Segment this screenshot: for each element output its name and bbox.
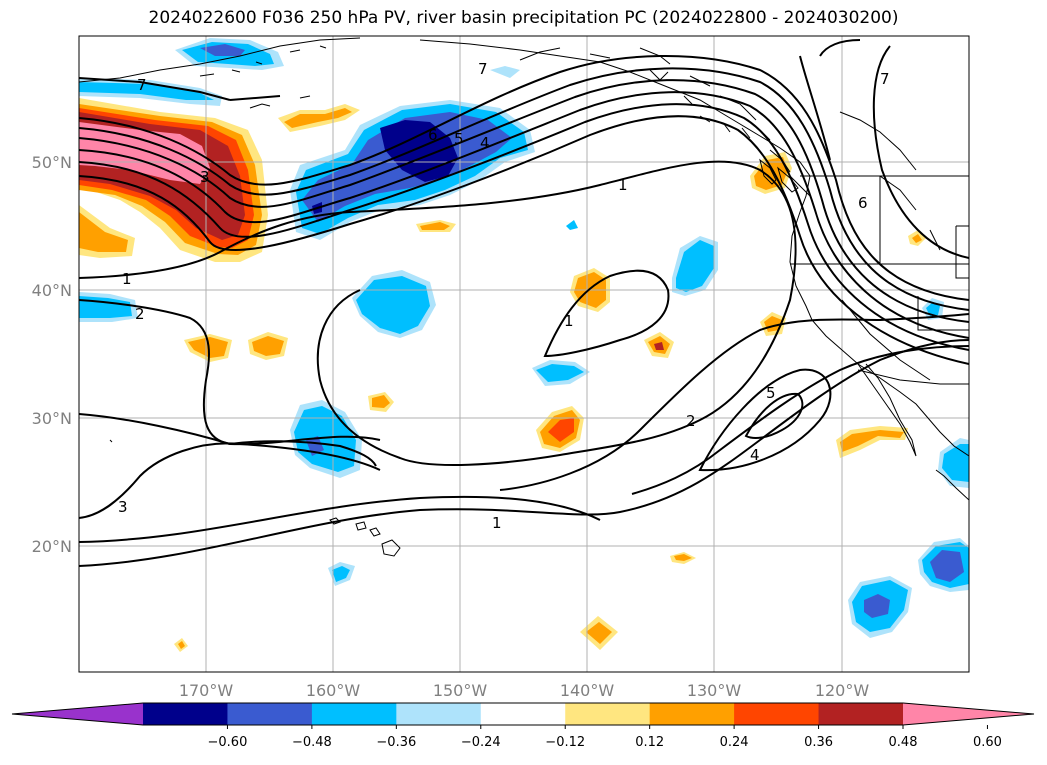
contour-label: 1 <box>564 312 574 330</box>
lat-label: 30°N <box>32 409 72 428</box>
lat-label: 20°N <box>32 537 72 556</box>
contour-label: 5 <box>454 130 464 148</box>
colorbar-tick-label: −0.48 <box>292 735 332 750</box>
colorbar-tick-label: 0.24 <box>720 735 749 750</box>
contour-label: 1 <box>618 176 628 194</box>
colorbar-outline <box>11 702 1035 726</box>
colorbar-extend-max <box>903 703 1034 725</box>
colorbar-tick-label: −0.24 <box>461 735 501 750</box>
contour-label: 7 <box>478 60 488 78</box>
pv-contours <box>79 39 969 567</box>
contour-label: 5 <box>766 384 776 402</box>
colorbar-segment <box>818 703 904 725</box>
contour-label: 1 <box>122 270 132 288</box>
lon-label: 150°W <box>433 681 488 700</box>
colorbar-segment <box>143 703 228 725</box>
map-frame <box>78 35 970 673</box>
colorbar-tick-label: −0.36 <box>376 735 416 750</box>
lat-label: 40°N <box>32 281 72 300</box>
lon-label: 170°W <box>179 681 234 700</box>
contour-label: 7 <box>880 70 890 88</box>
contour-label: 7 <box>137 76 147 94</box>
contour-label: 4 <box>750 446 760 464</box>
contour-label: 6 <box>428 126 438 144</box>
contour-label: 6 <box>858 194 868 212</box>
colorbar-segment <box>396 703 482 725</box>
colorbar-segment <box>649 703 735 725</box>
precip-shading <box>79 38 969 652</box>
contour-label: 3 <box>118 498 128 516</box>
colorbar-segment <box>227 703 313 725</box>
lon-label: 130°W <box>687 681 742 700</box>
colorbar-segment <box>311 703 397 725</box>
contour-label: 4 <box>480 134 490 152</box>
lon-label: 140°W <box>560 681 615 700</box>
contour-label: 2 <box>135 305 145 323</box>
colorbar: −0.60 −0.48 −0.36 −0.24 −0.12 0.12 0.24 0.36 0.4… <box>11 702 1035 750</box>
contour-label: 2 <box>686 412 696 430</box>
map-title: 2024022600 F036 250 hPa PV, river basin … <box>148 8 899 28</box>
lon-label: 160°W <box>306 681 361 700</box>
colorbar-tick-label: 0.60 <box>973 735 1002 750</box>
lon-labels: 170°W 160°W 150°W 140°W 130°W 120°W <box>179 681 870 700</box>
colorbar-tick-label: −0.12 <box>545 735 585 750</box>
pv-contour-labels: 7 7 6 5 4 3 1 2 1 1 1 2 5 4 3 7 6 <box>118 60 890 532</box>
colorbar-segment <box>734 703 820 725</box>
lat-label: 50°N <box>32 153 72 172</box>
colorbar-segment <box>480 703 566 725</box>
colorbar-extend-min <box>12 703 143 725</box>
colorbar-segment <box>565 703 651 725</box>
colorbar-tick-label: −0.60 <box>208 735 248 750</box>
contour-label: 1 <box>492 514 502 532</box>
colorbar-tick-label: 0.12 <box>635 735 664 750</box>
colorbar-tick-label: 0.36 <box>804 735 833 750</box>
lat-labels: 50°N 40°N 30°N 20°N <box>32 153 72 556</box>
contour-label: 3 <box>200 168 210 186</box>
lon-label: 120°W <box>815 681 870 700</box>
colorbar-tick-label: 0.48 <box>889 735 918 750</box>
